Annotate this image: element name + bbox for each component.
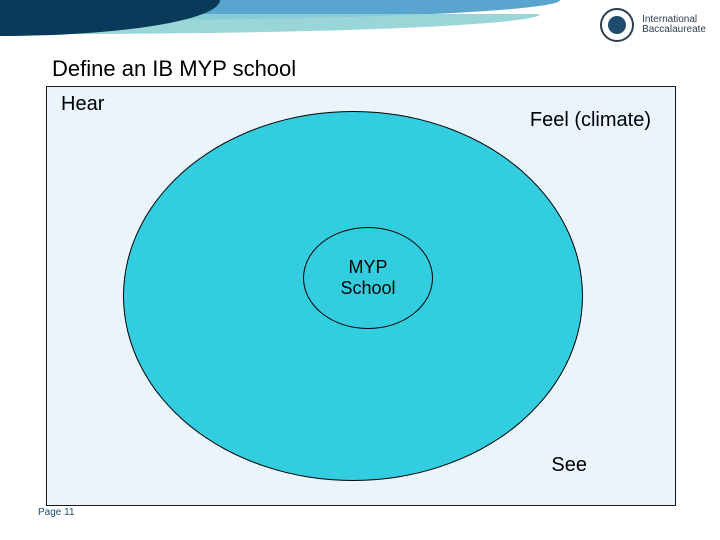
slide-title: Define an IB MYP school (52, 56, 296, 82)
ib-logo: International Baccalaureate (600, 8, 706, 42)
label-see: See (551, 454, 587, 477)
label-hear: Hear (61, 93, 104, 116)
slide: International Baccalaureate Define an IB… (0, 0, 720, 540)
diagram-frame: Hear Feel (climate) MYPSchool See (46, 86, 676, 506)
header-band: International Baccalaureate (0, 0, 720, 50)
label-feel: Feel (climate) (530, 109, 651, 132)
logo-text-bottom: Baccalaureate (642, 25, 706, 36)
ib-logo-text: International Baccalaureate (642, 15, 706, 36)
inner-ellipse: MYPSchool (303, 227, 433, 329)
globe-icon (608, 16, 626, 34)
page-number: Page 11 (38, 507, 75, 518)
center-label: MYPSchool (340, 257, 395, 298)
ib-logo-icon (600, 8, 634, 42)
